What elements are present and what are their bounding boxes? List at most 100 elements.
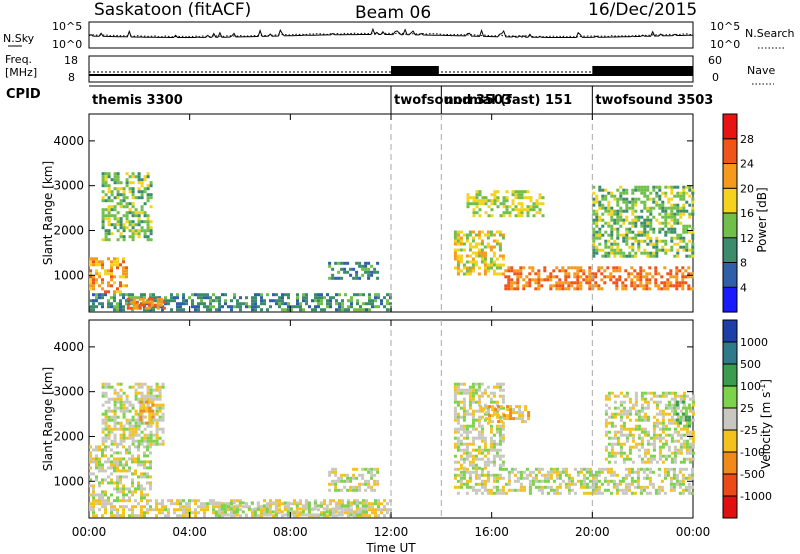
heatmap-cell bbox=[371, 511, 374, 515]
heatmap-cell bbox=[459, 400, 463, 404]
heatmap-cell bbox=[487, 199, 491, 203]
heatmap-cell bbox=[612, 266, 616, 270]
heatmap-cell bbox=[119, 421, 123, 425]
heatmap-cell bbox=[104, 199, 108, 203]
heatmap-cell bbox=[478, 199, 482, 203]
heatmap-cell bbox=[98, 275, 101, 279]
heatmap-cell bbox=[299, 499, 302, 503]
heatmap-cell bbox=[474, 409, 478, 413]
heatmap-cell bbox=[631, 218, 635, 222]
heatmap-cell bbox=[646, 188, 650, 192]
heatmap-cell bbox=[101, 214, 105, 218]
heatmap-cell bbox=[517, 211, 521, 215]
heatmap-cell bbox=[101, 223, 105, 227]
heatmap-cell bbox=[673, 215, 677, 219]
heatmap-cell bbox=[214, 513, 218, 517]
heatmap-cell bbox=[140, 499, 143, 503]
heatmap-cell bbox=[469, 196, 473, 200]
heatmap-cell bbox=[104, 400, 108, 404]
heatmap-cell bbox=[691, 409, 695, 413]
heatmap-cell bbox=[468, 400, 472, 404]
heatmap-cell bbox=[474, 448, 478, 452]
heatmap-cell bbox=[595, 248, 599, 252]
heatmap-cell bbox=[107, 190, 111, 194]
heatmap-cell bbox=[613, 415, 617, 419]
heatmap-cell bbox=[601, 233, 605, 237]
heatmap-cell bbox=[664, 251, 668, 255]
heatmap-cell bbox=[453, 427, 457, 431]
heatmap-cell bbox=[334, 479, 338, 483]
heatmap-cell bbox=[664, 433, 668, 437]
heatmap-cell bbox=[592, 245, 596, 249]
heatmap-cell bbox=[675, 473, 679, 477]
heatmap-cell bbox=[155, 433, 159, 437]
heatmap-cell bbox=[137, 433, 141, 437]
heatmap-cell bbox=[328, 276, 332, 280]
heatmap-cell bbox=[660, 488, 664, 492]
heatmap-cell bbox=[655, 406, 659, 410]
heatmap-cell bbox=[601, 197, 605, 201]
heatmap-cell bbox=[604, 209, 608, 213]
heatmap-cell bbox=[143, 493, 146, 497]
heatmap-cell bbox=[495, 488, 499, 492]
heatmap-cell bbox=[140, 181, 144, 185]
colorbar-tick-label: -100 bbox=[740, 446, 765, 459]
heatmap-cell bbox=[141, 303, 145, 307]
heatmap-cell bbox=[116, 406, 120, 410]
heatmap-cell bbox=[654, 269, 658, 273]
heatmap-cell bbox=[352, 488, 356, 492]
heatmap-cell bbox=[221, 514, 224, 518]
heatmap-cell bbox=[462, 418, 466, 422]
heatmap-cell bbox=[655, 248, 659, 252]
heatmap-cell bbox=[510, 467, 514, 471]
heatmap-cell bbox=[122, 466, 125, 470]
heatmap-cell bbox=[664, 454, 668, 458]
heatmap-cell bbox=[564, 287, 568, 291]
heatmap-cell bbox=[486, 463, 490, 467]
heatmap-cell bbox=[149, 385, 153, 389]
heatmap-cell bbox=[101, 238, 105, 242]
heatmap-cell bbox=[334, 470, 338, 474]
heatmap-cell bbox=[663, 284, 667, 288]
heatmap-cell bbox=[92, 257, 95, 261]
heatmap-cell bbox=[212, 299, 215, 303]
heatmap-cell bbox=[495, 476, 499, 480]
heatmap-cell bbox=[107, 232, 111, 236]
heatmap-cell bbox=[496, 199, 500, 203]
heatmap-cell bbox=[350, 296, 353, 300]
heatmap-cell bbox=[296, 514, 299, 518]
heatmap-cell bbox=[260, 308, 263, 312]
heatmap-cell bbox=[465, 457, 469, 461]
heatmap-cell bbox=[113, 487, 116, 491]
heatmap-cell bbox=[480, 479, 484, 483]
heatmap-cell bbox=[622, 221, 626, 225]
heatmap-cell bbox=[497, 420, 501, 424]
heatmap-cell bbox=[474, 454, 478, 458]
heatmap-cell bbox=[637, 454, 641, 458]
heatmap-cell bbox=[510, 278, 514, 282]
heatmap-cell bbox=[128, 508, 131, 512]
heatmap-cell bbox=[610, 194, 614, 198]
heatmap-cell bbox=[646, 254, 650, 258]
heatmap-cell bbox=[134, 211, 138, 215]
heatmap-cell bbox=[603, 281, 607, 285]
heatmap-cell bbox=[125, 463, 128, 467]
heatmap-cell bbox=[179, 305, 182, 309]
heatmap-cell bbox=[486, 233, 490, 237]
heatmap-cell bbox=[627, 485, 631, 489]
heatmap-cell bbox=[607, 212, 611, 216]
heatmap-cell bbox=[528, 470, 532, 474]
heatmap-cell bbox=[480, 248, 484, 252]
heatmap-cell bbox=[113, 463, 116, 467]
heatmap-cell bbox=[373, 488, 377, 492]
heatmap-cell bbox=[95, 457, 98, 461]
heatmap-cell bbox=[119, 469, 122, 473]
heatmap-cell bbox=[116, 238, 120, 242]
heatmap-cell bbox=[604, 251, 608, 255]
heatmap-cell bbox=[239, 508, 242, 512]
heatmap-cell bbox=[173, 508, 176, 512]
heatmap-cell bbox=[652, 391, 656, 395]
heatmap-cell bbox=[610, 448, 614, 452]
heatmap-cell bbox=[525, 473, 529, 477]
